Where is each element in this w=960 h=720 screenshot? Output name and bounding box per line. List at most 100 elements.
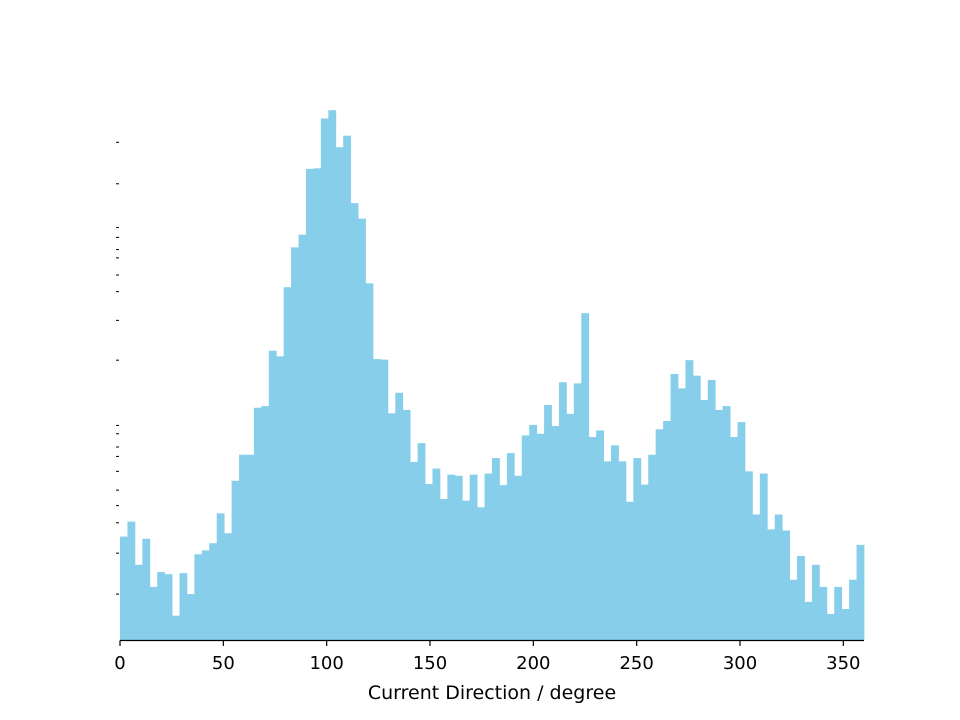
x-tick-label: 150 bbox=[413, 653, 447, 674]
histogram-bar bbox=[574, 383, 582, 640]
x-tick-label: 200 bbox=[516, 653, 550, 674]
histogram-bar bbox=[507, 453, 515, 640]
histogram-bar bbox=[589, 437, 597, 640]
histogram-bar bbox=[611, 445, 619, 640]
histogram-bar bbox=[224, 533, 232, 640]
histogram-bar bbox=[180, 573, 188, 640]
histogram-bar bbox=[432, 469, 440, 640]
histogram-bar bbox=[604, 461, 612, 640]
histogram-bar bbox=[470, 475, 478, 640]
histogram-bar bbox=[336, 147, 344, 640]
histogram-bar bbox=[767, 529, 775, 640]
histogram-bar bbox=[499, 485, 507, 640]
histogram-bar bbox=[745, 471, 753, 640]
histogram-bar bbox=[529, 425, 537, 640]
histogram-bar bbox=[723, 406, 731, 640]
histogram-bar bbox=[804, 602, 812, 640]
histogram-bar bbox=[380, 360, 388, 640]
histogram-bar bbox=[797, 556, 805, 640]
histogram-bar bbox=[700, 400, 708, 640]
histogram-bar bbox=[752, 514, 760, 640]
histogram-bar bbox=[685, 360, 693, 640]
histogram-bar bbox=[269, 351, 277, 640]
histogram-bar bbox=[120, 537, 128, 640]
histogram-bar bbox=[544, 405, 552, 640]
histogram-bar bbox=[299, 235, 307, 640]
histogram-bar bbox=[366, 283, 374, 640]
histogram-bar bbox=[857, 545, 865, 640]
histogram-bar bbox=[254, 408, 262, 640]
histogram-bar bbox=[157, 572, 165, 640]
x-axis-label: Current Direction / degree bbox=[368, 682, 616, 704]
histogram-bar bbox=[194, 554, 202, 640]
histogram-bar bbox=[462, 501, 470, 640]
histogram-bar bbox=[641, 485, 649, 640]
histogram-bar bbox=[514, 476, 522, 640]
histogram-bar bbox=[127, 522, 135, 640]
x-tick-label: 350 bbox=[826, 653, 860, 674]
histogram-bar bbox=[485, 474, 493, 640]
histogram-bar bbox=[663, 421, 671, 640]
histogram-bar bbox=[656, 429, 664, 640]
histogram-bar bbox=[849, 580, 857, 640]
histogram-bar bbox=[209, 543, 217, 640]
histogram-bar bbox=[618, 461, 626, 640]
histogram-bar bbox=[410, 462, 418, 640]
histogram-bar bbox=[172, 616, 180, 640]
histogram-bar bbox=[373, 359, 381, 640]
histogram-bar bbox=[715, 410, 723, 640]
histogram-bar bbox=[135, 565, 143, 640]
histogram-bar bbox=[522, 435, 530, 640]
histogram-bar bbox=[343, 136, 351, 640]
histogram-bar bbox=[626, 502, 634, 640]
histogram-bar bbox=[291, 247, 299, 640]
histogram-bar bbox=[165, 574, 173, 640]
histogram-bar bbox=[566, 414, 574, 640]
histogram-bar bbox=[395, 393, 403, 640]
x-tick-label: 0 bbox=[114, 653, 125, 674]
histogram-bar bbox=[351, 203, 359, 640]
histogram-bar bbox=[321, 119, 329, 640]
histogram-bar bbox=[261, 406, 269, 640]
histogram-bar bbox=[730, 437, 738, 640]
histogram-bar bbox=[403, 410, 411, 640]
histogram-bar bbox=[425, 484, 433, 640]
histogram-bar bbox=[596, 430, 604, 640]
x-tick-label: 100 bbox=[309, 653, 343, 674]
histogram-bar bbox=[477, 507, 485, 640]
histogram-bar bbox=[834, 587, 842, 640]
histogram-bar bbox=[537, 434, 545, 640]
x-tick-label: 250 bbox=[619, 653, 653, 674]
histogram-bar bbox=[202, 550, 210, 640]
histogram-bar bbox=[581, 313, 589, 640]
histogram-bar bbox=[276, 356, 284, 640]
histogram-bar bbox=[671, 374, 679, 640]
histogram-bar bbox=[738, 422, 746, 640]
histogram-bar bbox=[232, 481, 240, 640]
histogram-bar bbox=[812, 565, 820, 640]
histogram-bar bbox=[150, 587, 158, 640]
histogram-bar bbox=[447, 475, 455, 640]
histogram-bar bbox=[246, 455, 254, 640]
histogram-bar bbox=[842, 609, 850, 640]
histogram-bar bbox=[648, 455, 656, 640]
histogram-bar bbox=[440, 499, 448, 640]
y-minor-ticks bbox=[116, 142, 119, 594]
x-tick-label: 300 bbox=[723, 653, 757, 674]
histogram-bar bbox=[760, 474, 768, 640]
histogram-bar bbox=[790, 580, 798, 640]
histogram-bar bbox=[187, 594, 195, 640]
histogram-bar bbox=[559, 382, 567, 640]
histogram-bar bbox=[418, 443, 426, 640]
histogram-bar bbox=[492, 458, 500, 640]
histogram-bar bbox=[142, 539, 150, 640]
histogram-bar bbox=[782, 531, 790, 640]
histogram-bar bbox=[678, 388, 686, 640]
histogram-bar bbox=[819, 587, 827, 640]
histogram-bar bbox=[455, 476, 463, 640]
histogram-bar bbox=[239, 455, 247, 640]
histogram-bar bbox=[313, 168, 321, 640]
histogram-bar bbox=[827, 614, 835, 640]
histogram-bars bbox=[120, 110, 864, 640]
